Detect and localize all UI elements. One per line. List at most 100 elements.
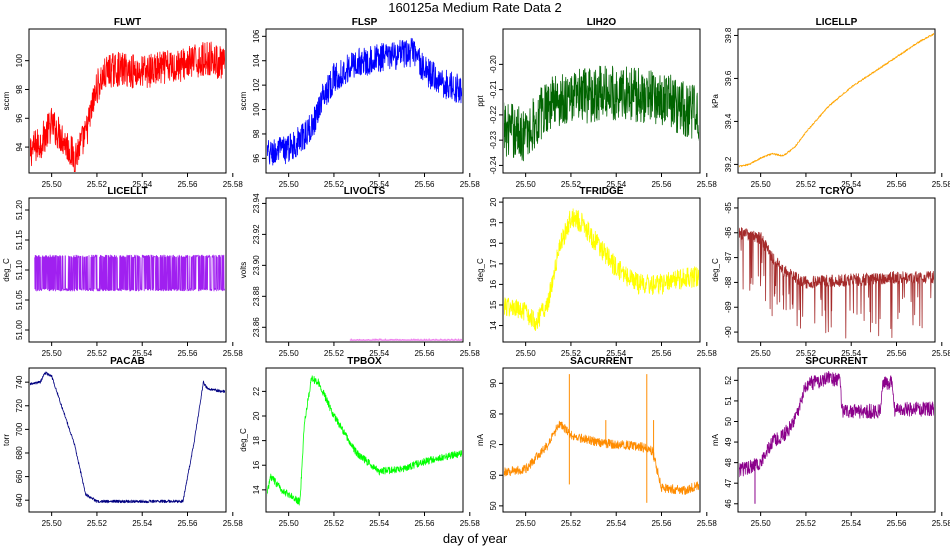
tpbox-x-tick-label: 25.50 [279, 519, 300, 528]
flsp-x-tick-label: 25.56 [414, 180, 435, 189]
tfridge-x-tick-label: 25.52 [561, 349, 582, 358]
livolts-point [457, 339, 459, 341]
livolts-point [444, 338, 446, 340]
tcryo-y-tick-label: -90 [724, 326, 733, 338]
tfridge-series-line [504, 208, 699, 332]
tcryo-x-tick-label: 25.50 [751, 349, 772, 358]
livolts-point [379, 338, 381, 340]
flwt-x-tick-label: 25.52 [87, 180, 108, 189]
licellp-series [739, 32, 934, 168]
flsp-title: FLSP [352, 17, 378, 28]
licellt-series-line [34, 254, 225, 292]
spcurrent-y-tick-label: 47 [724, 478, 733, 487]
livolts-x-tick-label: 25.52 [324, 349, 345, 358]
spcurrent-x-tick-label: 25.58 [932, 519, 950, 528]
lih2o-y-axis-label: ppt [476, 95, 485, 107]
flsp-x-tick-label: 25.50 [279, 180, 300, 189]
livolts-y-tick-label: 23.94 [252, 193, 261, 214]
tfridge-x-tick-label: 25.54 [606, 349, 627, 358]
livolts-point [378, 339, 380, 341]
lih2o-y-tick-label: -0.23 [489, 130, 498, 149]
livolts-point [375, 338, 377, 340]
lih2o-series [504, 65, 699, 162]
tpbox-title: TPBOX [347, 356, 382, 367]
spcurrent-series [739, 370, 934, 504]
tcryo-x-tick-label: 25.58 [932, 349, 950, 358]
tfridge-y-tick-label: 17 [489, 259, 498, 268]
livolts-point [446, 339, 448, 341]
panel-tpbox: TPBOX 25.50 25.52 25.54 25.56 25.58 14 16 18 20 22… [239, 356, 480, 528]
tpbox-y-tick-label: 20 [252, 411, 261, 420]
livolts-point [428, 339, 430, 341]
livolts-point [384, 338, 386, 340]
flsp-y-tick-label: 106 [252, 29, 261, 43]
tpbox-x-tick-label: 25.52 [324, 519, 345, 528]
pacab-title: PACAB [110, 356, 145, 367]
licellt-x-tick-label: 25.58 [223, 349, 244, 358]
flwt-y-tick-label: 98 [15, 84, 24, 93]
tfridge-y-tick-label: 15 [489, 300, 498, 309]
sacurrent-x-tick-label: 25.50 [516, 519, 537, 528]
tpbox-y-tick-label: 18 [252, 436, 261, 445]
livolts-series [349, 338, 462, 341]
flwt-y-tick-label: 100 [15, 53, 24, 67]
panel-tfridge: TFRIDGE 25.50 25.52 25.54 25.56 25.58 14 15 16 17… [476, 186, 717, 358]
spcurrent-y-tick-label: 46 [724, 499, 733, 508]
tfridge-x-tick-label: 25.50 [516, 349, 537, 358]
licellt-x-tick-label: 25.50 [42, 349, 63, 358]
figure-title: 160125a Medium Rate Data 2 [388, 0, 562, 15]
spcurrent-plot-frame [737, 367, 936, 513]
spcurrent-x-tick-label: 25.50 [751, 519, 772, 528]
livolts-plot-frame [265, 197, 464, 343]
tpbox-x-tick-label: 25.58 [460, 519, 481, 528]
tcryo-y-tick-label: -86 [724, 226, 733, 238]
tfridge-y-axis-label: deg_C [476, 258, 485, 282]
livolts-point [350, 338, 352, 340]
livolts-point [457, 338, 460, 340]
livolts-point [373, 339, 375, 341]
panel-flsp: FLSP 25.50 25.52 25.54 25.56 25.58 96 98 100 102 1… [239, 17, 480, 189]
licellt-y-tick-label: 51.05 [15, 289, 24, 310]
tpbox-x-tick-label: 25.54 [369, 519, 390, 528]
tfridge-series [504, 208, 699, 332]
livolts-point [417, 338, 419, 340]
licellt-x-tick-label: 25.54 [132, 349, 153, 358]
flwt-x-tick-label: 25.50 [42, 180, 63, 189]
livolts-y-tick-label: 23.86 [252, 317, 261, 338]
flwt-plot-frame [28, 28, 227, 174]
licellt-x-tick-label: 25.56 [177, 349, 198, 358]
lih2o-x-tick-label: 25.54 [606, 180, 627, 189]
licellt-y-tick-label: 51.10 [15, 259, 24, 280]
licellp-y-tick-label: 39.8 [724, 27, 733, 43]
panel-sacurrent: SACURRENT 25.50 25.52 25.54 25.56 25.58 50 60 70… [476, 356, 717, 528]
sacurrent-x-tick-label: 25.54 [606, 519, 627, 528]
licellp-y-axis-label: kPa [711, 94, 720, 108]
lih2o-x-tick-label: 25.52 [561, 180, 582, 189]
licellp-y-tick-label: 39.2 [724, 156, 733, 172]
sacurrent-y-tick-label: 80 [489, 409, 498, 418]
tfridge-y-tick-label: 19 [489, 218, 498, 227]
licellt-x-tick-label: 25.52 [87, 349, 108, 358]
flwt-y-tick-label: 96 [15, 113, 24, 122]
tfridge-x-tick-label: 25.56 [651, 349, 672, 358]
licellp-x-tick-label: 25.54 [841, 180, 862, 189]
spcurrent-series-line [739, 370, 934, 478]
livolts-x-tick-label: 25.58 [460, 349, 481, 358]
licellp-title: LICELLP [816, 17, 858, 28]
tpbox-y-tick-label: 22 [252, 386, 261, 395]
livolts-point [428, 338, 430, 340]
livolts-title: LIVOLTS [344, 186, 386, 197]
tpbox-y-axis-label: deg_C [239, 428, 248, 452]
flsp-x-tick-label: 25.54 [369, 180, 390, 189]
pacab-y-tick-label: 720 [15, 399, 24, 413]
licellp-x-tick-label: 25.50 [751, 180, 772, 189]
livolts-point [417, 339, 419, 341]
licellt-y-tick-label: 51.00 [15, 319, 24, 340]
tcryo-x-tick-label: 25.54 [841, 349, 862, 358]
flsp-y-tick-label: 96 [252, 153, 261, 162]
tpbox-y-tick-label: 16 [252, 460, 261, 469]
figure-x-axis-label: day of year [442, 531, 508, 546]
livolts-point [419, 339, 422, 341]
livolts-point [435, 338, 437, 340]
